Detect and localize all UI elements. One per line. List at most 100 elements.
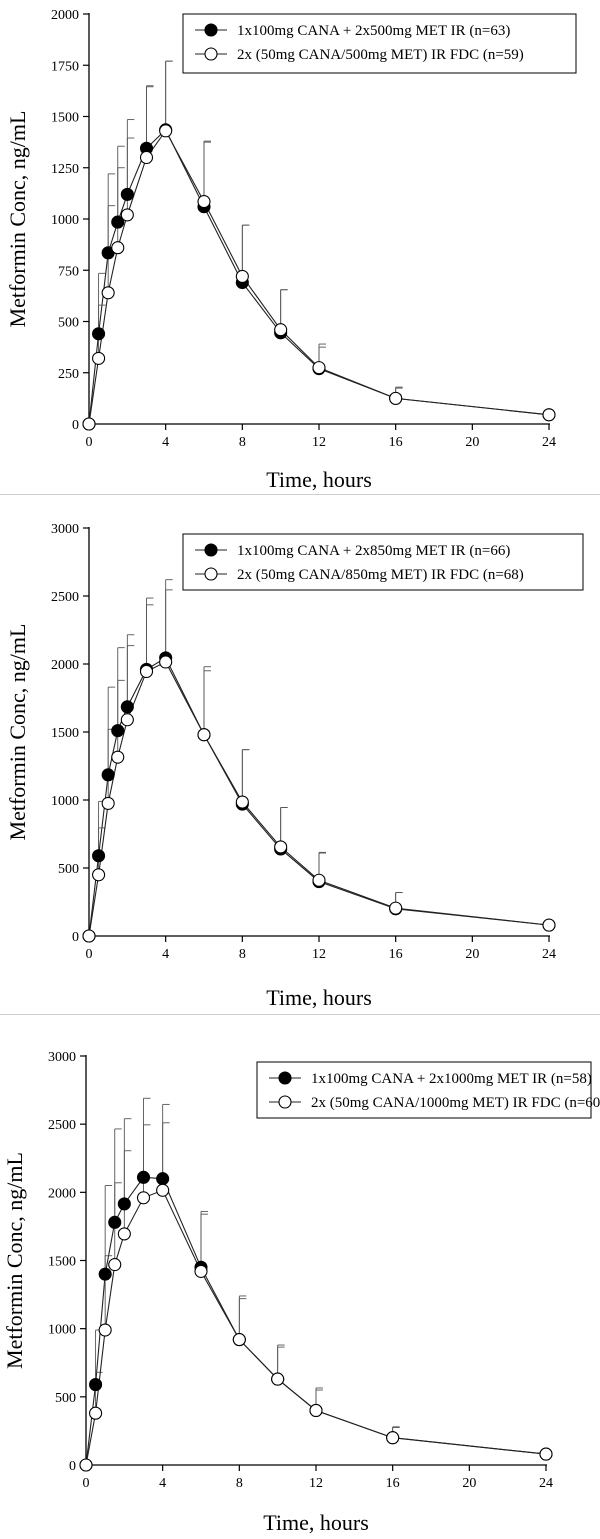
data-point-fdc bbox=[539, 1447, 553, 1461]
data-point-reference bbox=[111, 724, 125, 738]
legend-entry-label: 1x100mg CANA + 2x500mg MET IR (n=63) bbox=[237, 23, 510, 39]
series-line-fdc bbox=[85, 1189, 547, 1466]
legend-box bbox=[182, 533, 584, 591]
x-axis-label: Time, hours bbox=[263, 1510, 369, 1535]
y-tick-label: 1000 bbox=[51, 213, 79, 228]
data-point-fdc bbox=[542, 408, 556, 422]
legend: 1x100mg CANA + 2x500mg MET IR (n=63) 2x (… bbox=[182, 13, 577, 74]
y-tick-label: 1250 bbox=[51, 162, 79, 177]
chart-panel-1000mg: 0 500 1000 1500 2000 2500 3000 0 4 8 12 16 20 24 Time,… bbox=[0, 1014, 600, 1539]
y-tick-label: 3000 bbox=[48, 1050, 76, 1065]
data-point-fdc bbox=[194, 1264, 208, 1278]
data-point-fdc bbox=[542, 918, 556, 932]
legend: 1x100mg CANA + 2x850mg MET IR (n=66) 2x (… bbox=[182, 533, 584, 591]
legend-entry-label: 2x (50mg CANA/500mg MET) IR FDC (n=59) bbox=[237, 47, 524, 63]
data-point-fdc bbox=[98, 1323, 112, 1337]
legend-entry-label: 1x100mg CANA + 2x1000mg MET IR (n=58) bbox=[311, 1071, 592, 1087]
x-tick-label: 4 bbox=[159, 1476, 166, 1491]
y-tick-label: 2000 bbox=[48, 1186, 76, 1201]
metformin-chart-500mg: 0 250 500 750 1000 1250 1500 1750 2000 0 4 8 12 16 20 2… bbox=[5, 8, 577, 492]
data-point-reference bbox=[156, 1172, 170, 1186]
x-tick-label: 16 bbox=[389, 947, 403, 962]
legend-box bbox=[182, 13, 577, 74]
x-tick-label: 4 bbox=[162, 435, 169, 450]
x-tick-label: 20 bbox=[462, 1476, 476, 1491]
y-tick-label: 0 bbox=[69, 1459, 76, 1474]
legend-box bbox=[256, 1061, 592, 1119]
data-point-fdc bbox=[89, 1406, 103, 1420]
legend-entry-label: 2x (50mg CANA/850mg MET) IR FDC (n=68) bbox=[237, 567, 524, 583]
x-tick-label: 12 bbox=[309, 1476, 323, 1491]
legend-marker-fdc bbox=[204, 47, 218, 61]
data-point-fdc bbox=[312, 361, 326, 375]
y-tick-label: 1000 bbox=[51, 794, 79, 809]
data-point-fdc bbox=[271, 1372, 285, 1386]
data-point-reference bbox=[111, 215, 125, 229]
panel-divider bbox=[0, 1014, 600, 1015]
y-tick-label: 1750 bbox=[51, 59, 79, 74]
legend-entry-label: 1x100mg CANA + 2x850mg MET IR (n=66) bbox=[237, 543, 510, 559]
data-point-fdc bbox=[386, 1431, 400, 1445]
x-tick-label: 24 bbox=[539, 1476, 553, 1491]
data-point-fdc bbox=[120, 208, 134, 222]
x-tick-label: 24 bbox=[542, 435, 556, 450]
x-tick-label: 16 bbox=[386, 1476, 400, 1491]
data-point-fdc bbox=[101, 286, 115, 300]
data-point-fdc bbox=[159, 655, 173, 669]
data-point-fdc bbox=[159, 124, 173, 138]
chart-panel-500mg: 0 250 500 750 1000 1250 1500 1750 2000 0 4 8 12 16 20 2… bbox=[0, 0, 600, 494]
y-axis-label: Metformin Conc, ng/mL bbox=[2, 1152, 27, 1369]
y-tick-label: 750 bbox=[58, 264, 79, 279]
legend-marker-reference bbox=[204, 543, 218, 557]
y-tick-label: 1500 bbox=[48, 1255, 76, 1270]
data-point-fdc bbox=[274, 323, 288, 337]
data-point-reference bbox=[120, 187, 134, 201]
legend-entry-label: 2x (50mg CANA/1000mg MET) IR FDC (n=60) bbox=[311, 1095, 600, 1111]
data-point-fdc bbox=[139, 150, 154, 165]
data-point-fdc bbox=[82, 929, 96, 943]
data-point-reference bbox=[120, 700, 134, 714]
legend-marker-reference bbox=[278, 1071, 292, 1085]
data-point-reference bbox=[92, 327, 106, 341]
data-point-reference bbox=[98, 1267, 112, 1281]
data-point-fdc bbox=[139, 664, 154, 679]
data-point-reference bbox=[136, 1170, 151, 1184]
y-tick-label: 2000 bbox=[51, 8, 79, 23]
metformin-chart-1000mg: 0 500 1000 1500 2000 2500 3000 0 4 8 12 16 20 24 Time,… bbox=[2, 1050, 600, 1535]
data-point-fdc bbox=[235, 795, 249, 809]
data-point-fdc bbox=[389, 901, 403, 915]
y-tick-label: 2500 bbox=[51, 590, 79, 605]
metformin-chart-850mg: 0 500 1000 1500 2000 2500 3000 0 4 8 12 16 20 24 Time,… bbox=[5, 522, 584, 1010]
y-tick-label: 1500 bbox=[51, 726, 79, 741]
y-axis-label: Metformin Conc, ng/mL bbox=[5, 624, 30, 841]
series-line-reference bbox=[85, 1176, 547, 1466]
y-tick-label: 1500 bbox=[51, 111, 79, 126]
data-point-fdc bbox=[79, 1458, 93, 1472]
data-point-fdc bbox=[309, 1403, 323, 1418]
series-line-fdc bbox=[88, 129, 550, 425]
y-tick-label: 500 bbox=[58, 316, 79, 331]
data-point-fdc bbox=[92, 868, 106, 882]
data-point-fdc bbox=[101, 796, 115, 810]
y-tick-label: 500 bbox=[55, 1391, 76, 1406]
data-point-reference bbox=[101, 768, 115, 782]
data-point-reference bbox=[108, 1215, 122, 1229]
y-tick-label: 500 bbox=[58, 862, 79, 877]
x-tick-label: 8 bbox=[239, 947, 246, 962]
data-point-fdc bbox=[389, 391, 403, 405]
data-point-fdc bbox=[136, 1191, 151, 1205]
data-point-fdc bbox=[92, 351, 106, 365]
x-tick-label: 0 bbox=[86, 947, 93, 962]
data-point-fdc bbox=[120, 713, 134, 727]
y-tick-label: 3000 bbox=[51, 522, 79, 537]
y-tick-label: 2000 bbox=[51, 658, 79, 673]
legend: 1x100mg CANA + 2x1000mg MET IR (n=58) 2x … bbox=[256, 1061, 600, 1119]
data-point-reference bbox=[92, 849, 106, 863]
chart-panel-850mg: 0 500 1000 1500 2000 2500 3000 0 4 8 12 16 20 24 Time,… bbox=[0, 494, 600, 1014]
data-point-fdc bbox=[117, 1227, 131, 1241]
series-line-reference bbox=[88, 128, 550, 425]
legend-marker-reference bbox=[204, 23, 218, 37]
legend-marker-fdc bbox=[278, 1095, 292, 1109]
x-tick-label: 20 bbox=[465, 947, 479, 962]
panel-divider bbox=[0, 494, 600, 495]
